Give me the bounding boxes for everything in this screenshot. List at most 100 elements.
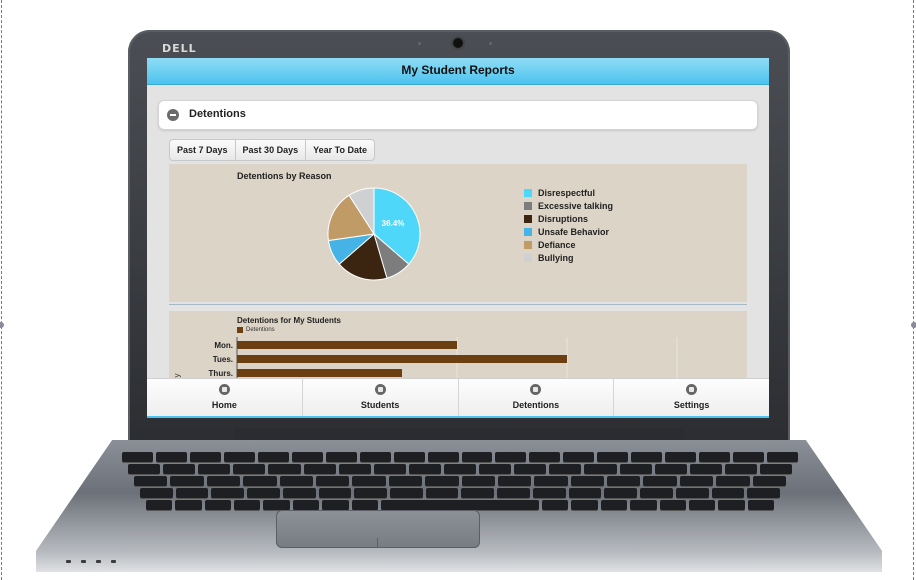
keyboard-key[interactable] bbox=[388, 476, 423, 486]
keyboard-key[interactable] bbox=[425, 488, 459, 498]
keyboard-key[interactable] bbox=[322, 500, 349, 510]
keyboard-key[interactable] bbox=[325, 452, 357, 462]
keyboard-key[interactable] bbox=[247, 488, 280, 498]
keyboard-key[interactable] bbox=[279, 476, 313, 486]
keyboard-key[interactable] bbox=[631, 452, 663, 462]
pie-slice-disrespectful[interactable] bbox=[373, 187, 421, 265]
keyboard-key[interactable] bbox=[292, 500, 320, 510]
keyboard-key[interactable] bbox=[571, 500, 598, 510]
frame-handle-left[interactable] bbox=[0, 322, 4, 328]
tab-year-to-date[interactable]: Year To Date bbox=[305, 139, 375, 161]
keyboard-key[interactable] bbox=[495, 452, 527, 462]
keyboard-key[interactable] bbox=[534, 476, 568, 486]
collapse-minus-icon[interactable] bbox=[167, 109, 179, 121]
keyboard-key[interactable] bbox=[146, 500, 173, 510]
keyboard-key[interactable] bbox=[461, 452, 493, 462]
keyboard-key[interactable] bbox=[427, 452, 459, 462]
bar-thurs[interactable] bbox=[237, 369, 402, 377]
keyboard-key[interactable] bbox=[600, 500, 628, 510]
keyboard-key[interactable] bbox=[665, 452, 697, 462]
keyboard-key[interactable] bbox=[291, 452, 323, 462]
keyboard-key[interactable] bbox=[619, 464, 652, 474]
keyboard-key[interactable] bbox=[198, 464, 231, 474]
keyboard-key[interactable] bbox=[630, 500, 657, 510]
keyboard-key[interactable] bbox=[390, 488, 423, 498]
keyboard-key[interactable] bbox=[134, 476, 168, 486]
keyboard-key[interactable] bbox=[211, 488, 245, 498]
keyboard-key[interactable] bbox=[189, 452, 221, 462]
keyboard-key[interactable] bbox=[303, 464, 336, 474]
keyboard-key[interactable] bbox=[175, 500, 202, 510]
detentions-section-header[interactable]: Detentions bbox=[158, 100, 758, 130]
keyboard-key[interactable] bbox=[122, 452, 153, 462]
keyboard-key[interactable] bbox=[354, 488, 388, 498]
pie-slice-defiance[interactable] bbox=[327, 194, 375, 242]
keyboard-key[interactable] bbox=[542, 500, 569, 510]
keyboard-key[interactable] bbox=[532, 488, 566, 498]
keyboard-key[interactable] bbox=[282, 488, 316, 498]
keyboard-key[interactable] bbox=[233, 464, 266, 474]
keyboard-key[interactable] bbox=[359, 452, 391, 462]
keyboard-key[interactable] bbox=[155, 452, 187, 462]
keyboard-key[interactable] bbox=[461, 476, 495, 486]
touchpad[interactable] bbox=[276, 510, 480, 548]
keyboard-key[interactable] bbox=[659, 500, 686, 510]
keyboard-key[interactable] bbox=[170, 476, 204, 486]
nav-students[interactable]: Students bbox=[303, 379, 459, 417]
pie-slice-disruptions[interactable] bbox=[338, 233, 388, 281]
keyboard[interactable] bbox=[122, 452, 799, 510]
keyboard-key[interactable] bbox=[318, 488, 352, 498]
keyboard-key[interactable] bbox=[699, 452, 731, 462]
keyboard-key[interactable] bbox=[268, 464, 301, 474]
keyboard-key[interactable] bbox=[724, 464, 757, 474]
keyboard-key[interactable] bbox=[140, 488, 173, 498]
keyboard-key[interactable] bbox=[597, 452, 629, 462]
keyboard-key[interactable] bbox=[643, 476, 677, 486]
keyboard-key[interactable] bbox=[604, 488, 638, 498]
keyboard-key[interactable] bbox=[675, 488, 709, 498]
keyboard-key[interactable] bbox=[718, 500, 745, 510]
keyboard-key[interactable] bbox=[443, 464, 477, 474]
keyboard-key[interactable] bbox=[479, 464, 512, 474]
keyboard-key[interactable] bbox=[257, 452, 289, 462]
keyboard-key[interactable] bbox=[352, 476, 386, 486]
keyboard-key[interactable] bbox=[351, 500, 378, 510]
nav-home[interactable]: Home bbox=[147, 379, 303, 417]
keyboard-key[interactable] bbox=[408, 464, 441, 474]
nav-settings[interactable]: Settings bbox=[614, 379, 769, 417]
tab-past-7-days[interactable]: Past 7 Days bbox=[169, 139, 235, 161]
keyboard-key[interactable] bbox=[711, 488, 745, 498]
keyboard-key[interactable] bbox=[759, 464, 793, 474]
keyboard-key[interactable] bbox=[393, 452, 425, 462]
keyboard-key[interactable] bbox=[497, 488, 530, 498]
keyboard-key[interactable] bbox=[570, 476, 605, 486]
keyboard-key[interactable] bbox=[563, 452, 595, 462]
keyboard-key[interactable] bbox=[640, 488, 673, 498]
keyboard-key[interactable] bbox=[529, 452, 561, 462]
keyboard-key[interactable] bbox=[175, 488, 209, 498]
keyboard-key[interactable] bbox=[688, 500, 716, 510]
keyboard-key[interactable] bbox=[128, 464, 161, 474]
keyboard-key[interactable] bbox=[767, 452, 799, 462]
keyboard-key[interactable] bbox=[315, 476, 350, 486]
keyboard-key[interactable] bbox=[263, 500, 290, 510]
keyboard-key[interactable] bbox=[461, 488, 495, 498]
keyboard-key[interactable] bbox=[747, 488, 780, 498]
tab-past-30-days[interactable]: Past 30 Days bbox=[234, 139, 306, 161]
keyboard-key[interactable] bbox=[747, 500, 774, 510]
keyboard-key[interactable] bbox=[206, 476, 241, 486]
keyboard-key[interactable] bbox=[514, 464, 547, 474]
keyboard-key[interactable] bbox=[380, 500, 540, 510]
keyboard-key[interactable] bbox=[689, 464, 722, 474]
keyboard-key[interactable] bbox=[338, 464, 371, 474]
frame-handle-right[interactable] bbox=[911, 322, 916, 328]
nav-detentions[interactable]: Detentions bbox=[459, 379, 615, 417]
pie-slice-bullying[interactable] bbox=[348, 187, 375, 236]
keyboard-key[interactable] bbox=[497, 476, 532, 486]
keyboard-key[interactable] bbox=[373, 464, 406, 474]
keyboard-key[interactable] bbox=[549, 464, 582, 474]
keyboard-key[interactable] bbox=[733, 452, 765, 462]
keyboard-key[interactable] bbox=[654, 464, 687, 474]
bar-tues[interactable] bbox=[237, 355, 567, 363]
bar-mon[interactable] bbox=[237, 341, 457, 349]
